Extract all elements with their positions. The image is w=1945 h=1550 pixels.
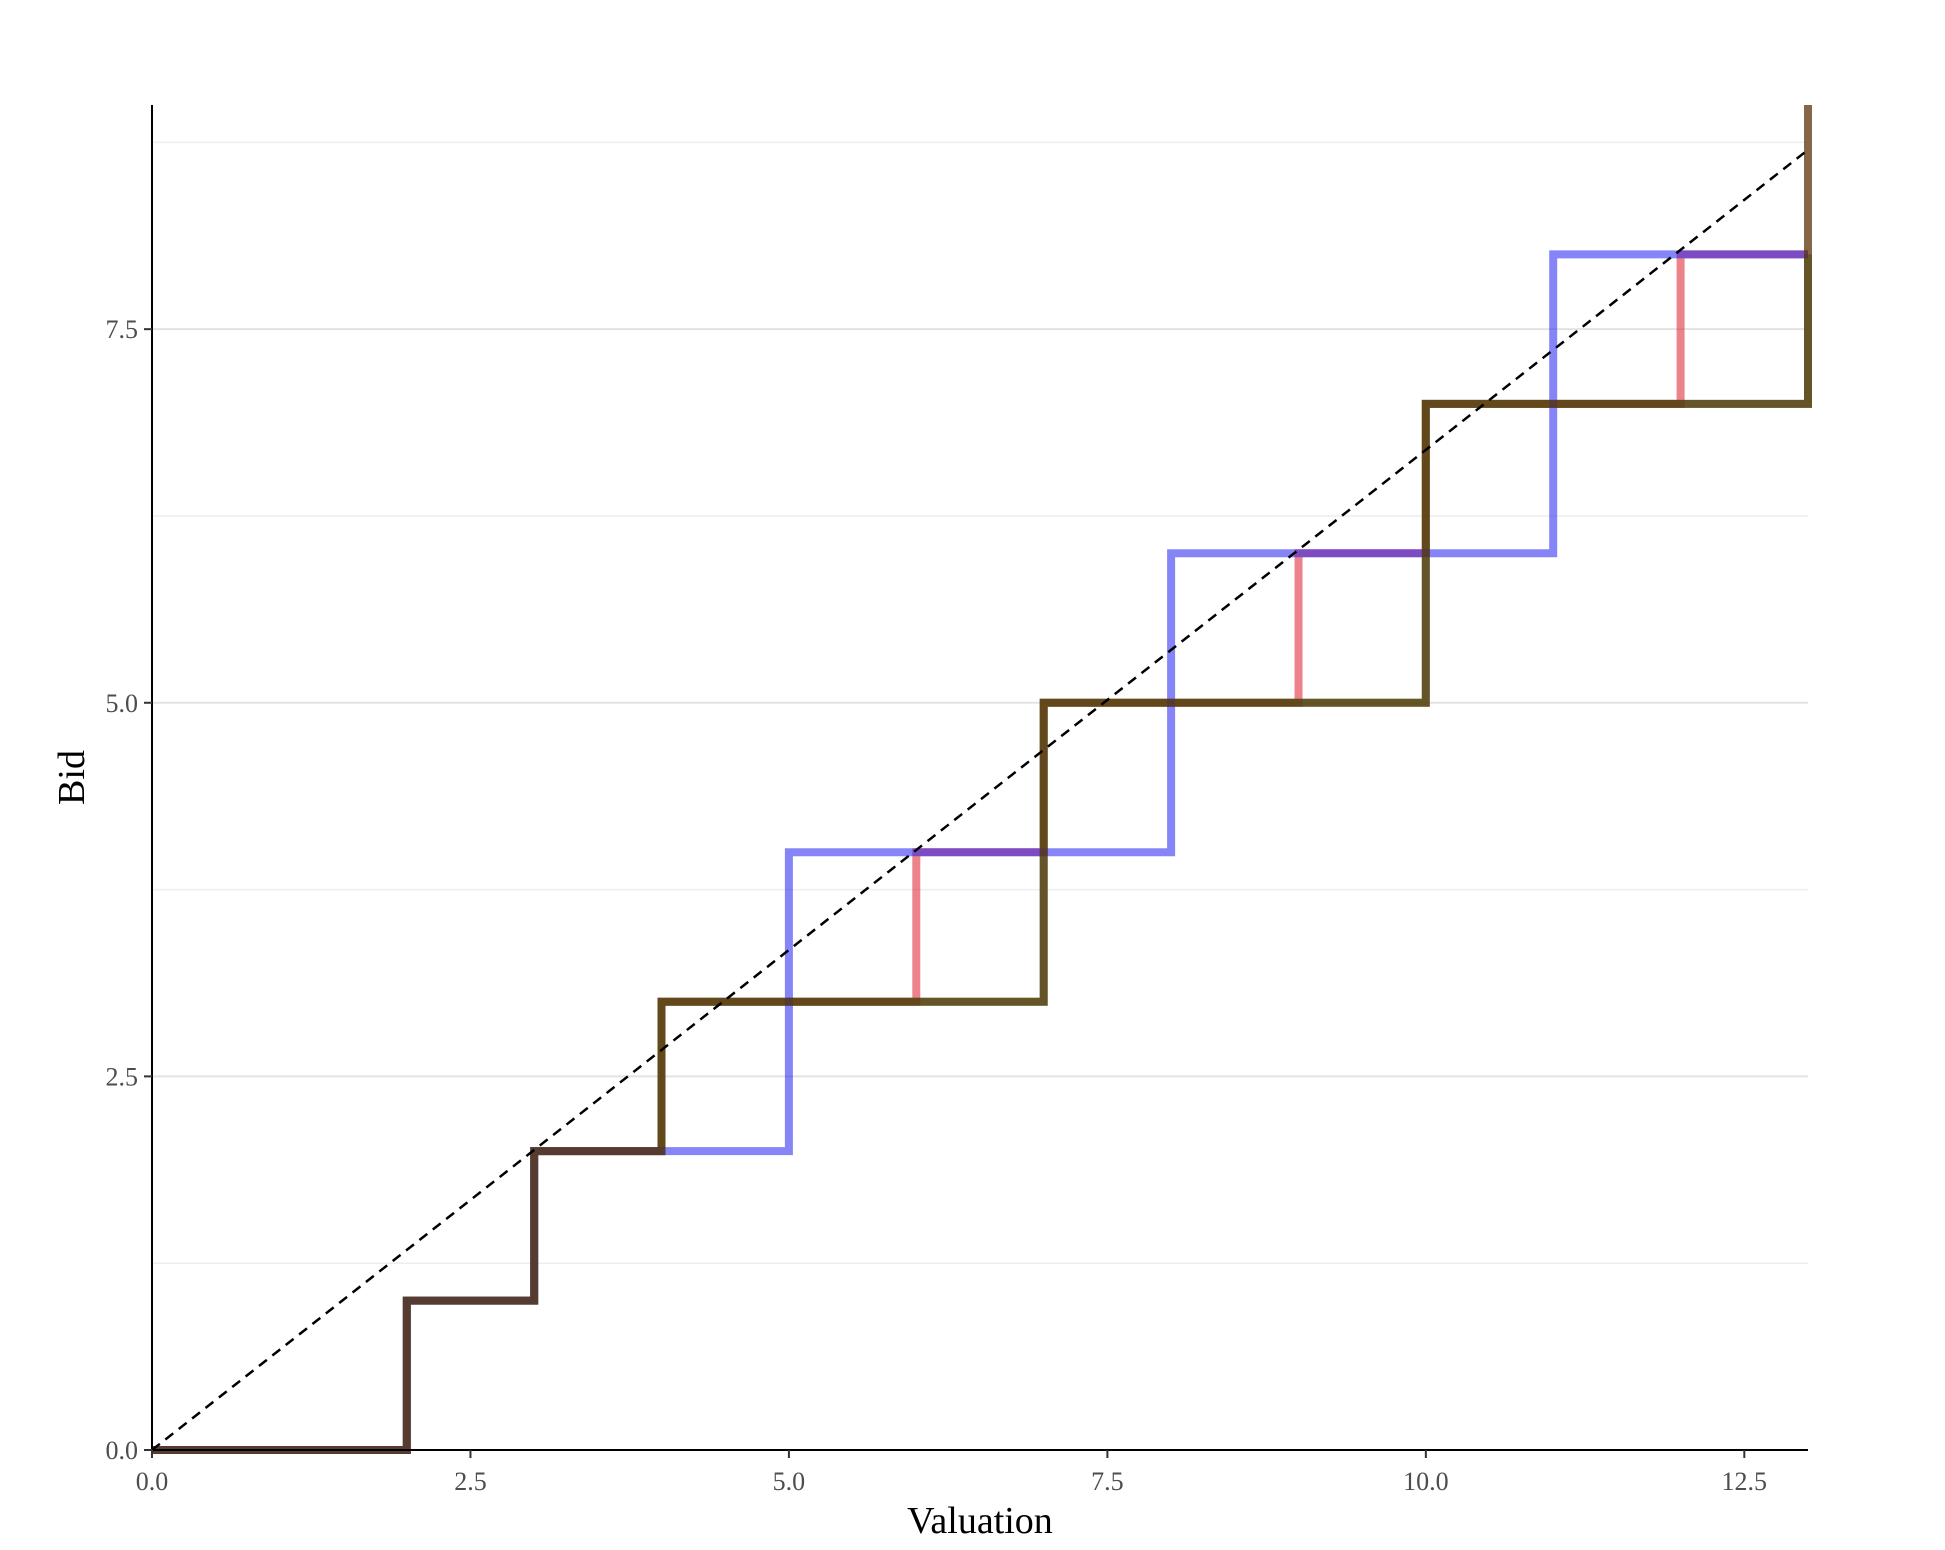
x-axis-title: Valuation xyxy=(907,1500,1053,1542)
gridlines xyxy=(152,141,1808,1264)
reference-line xyxy=(151,148,1809,1451)
y-tick-label: 5.0 xyxy=(106,689,139,718)
x-tick-label: 5.0 xyxy=(773,1467,806,1496)
x-tick-label: 7.5 xyxy=(1091,1467,1124,1496)
y-tick-label: 7.5 xyxy=(106,315,139,344)
x-tick-label: 10.0 xyxy=(1403,1467,1449,1496)
x-tick-label: 2.5 xyxy=(454,1467,487,1496)
y-tick-label: 0.0 xyxy=(106,1436,139,1465)
x-tick-label: 0.0 xyxy=(136,1467,169,1496)
x-tick-label: 12.5 xyxy=(1722,1467,1768,1496)
series-line-3 xyxy=(152,250,1808,1454)
series-line-4 xyxy=(152,105,1812,1454)
series-lines xyxy=(152,105,1812,1454)
y-axis-title: Bid xyxy=(51,750,93,805)
diagonal-reference-line xyxy=(151,148,1809,1451)
y-tick-label: 2.5 xyxy=(106,1062,139,1091)
axes: 0.0 2.5 5.0 7.5 10.0 12.5 0.0 2.5 5.0 7.5 xyxy=(106,105,1808,1496)
